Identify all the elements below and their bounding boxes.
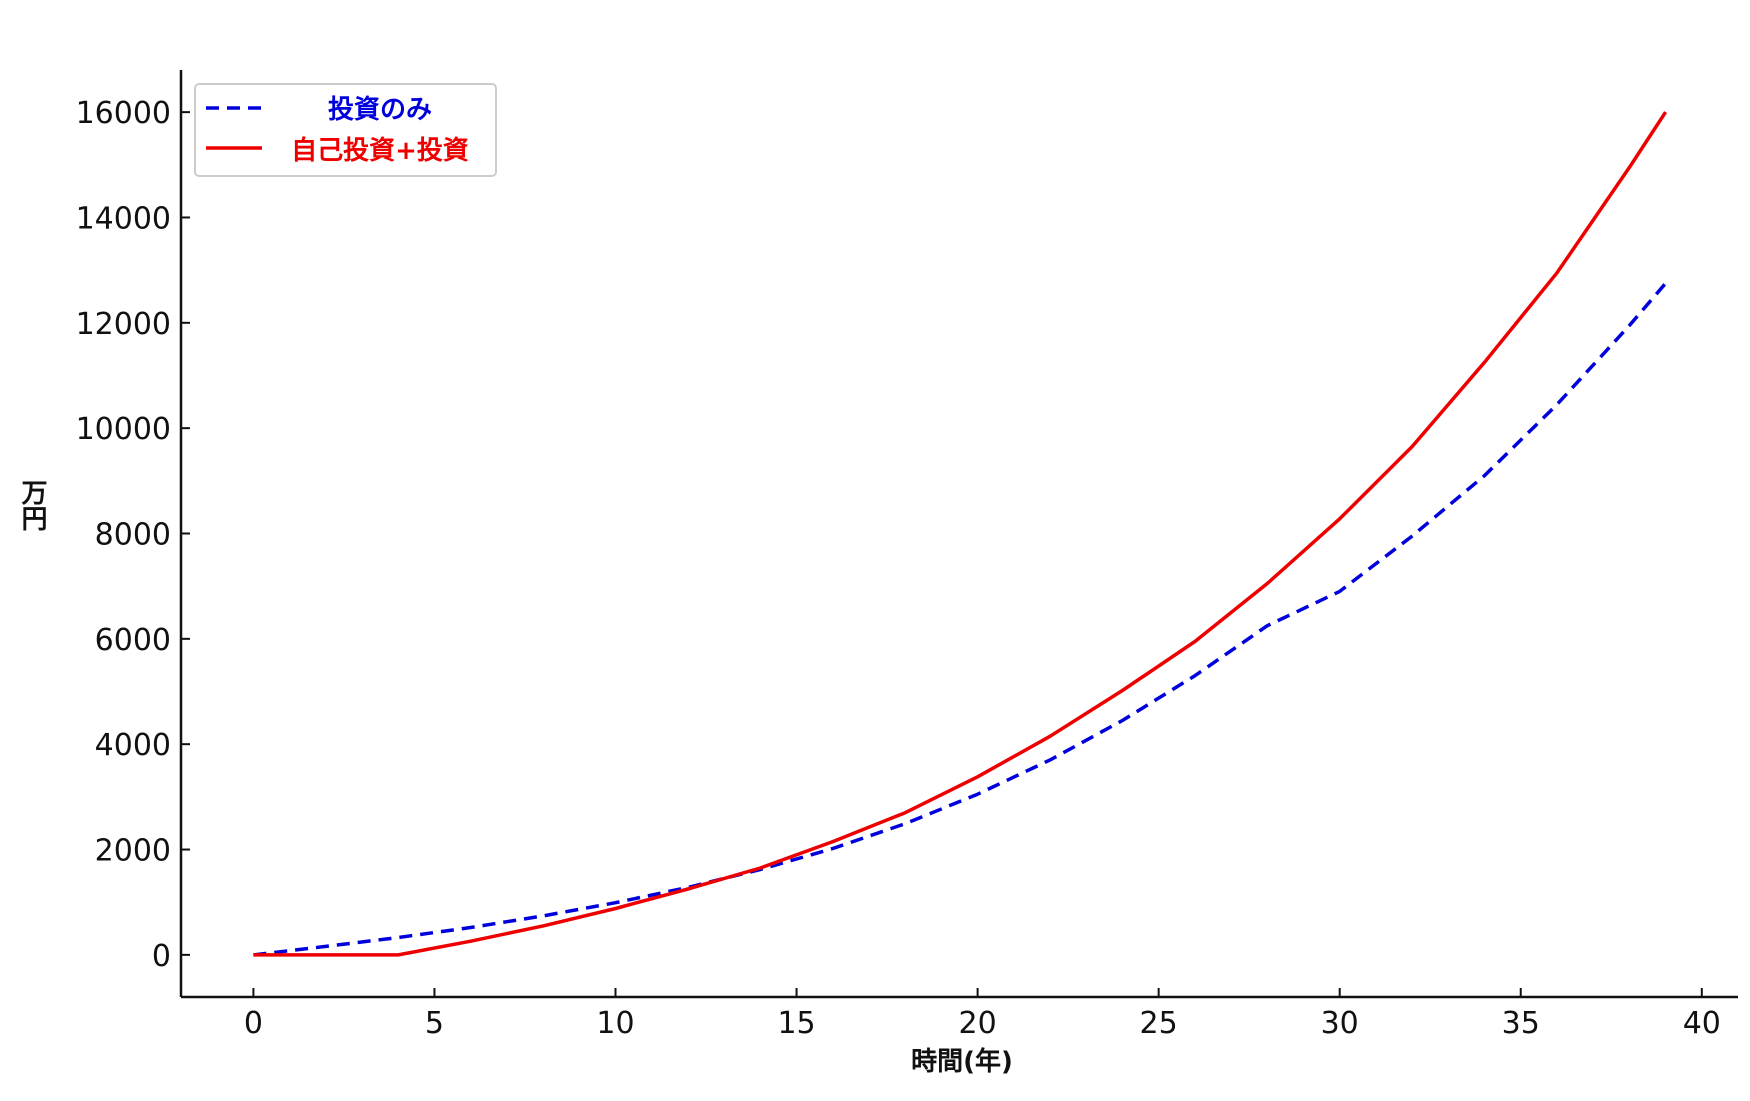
y-tick-label: 12000: [76, 307, 171, 342]
x-tick-label: 15: [777, 1006, 815, 1041]
y-tick-label: 8000: [95, 518, 171, 553]
y-tick-label: 2000: [95, 834, 171, 869]
x-axis-title: 時間(年): [911, 1046, 1013, 1077]
legend-label-investment-only: 投資のみ: [328, 95, 432, 125]
legend: 投資のみ 自己投資+投資: [194, 83, 497, 177]
y-tick-label: 16000: [76, 96, 171, 131]
x-tick-label: 30: [1321, 1006, 1359, 1041]
x-tick-label: 20: [959, 1006, 997, 1041]
x-tick-label: 25: [1140, 1006, 1178, 1041]
y-tick-label: 0: [152, 939, 171, 974]
x-axis-ticks: 0 5 10 15 20 25 30 35 40: [244, 988, 1721, 1041]
x-tick-label: 5: [425, 1006, 444, 1041]
y-axis-title: 万円: [17, 479, 47, 531]
y-tick-label: 4000: [95, 728, 171, 763]
y-axis-ticks: 0 2000 4000 6000 8000 10000 12000 14000 16000: [76, 96, 190, 974]
y-tick-label: 14000: [76, 201, 171, 236]
legend-label-self-investment-plus-investment: 自己投資+投資: [291, 135, 469, 166]
x-tick-label: 0: [244, 1006, 263, 1041]
axes: [179, 70, 1738, 999]
x-tick-label: 40: [1683, 1006, 1721, 1041]
legend-frame: [194, 83, 497, 177]
x-tick-label: 35: [1502, 1006, 1540, 1041]
x-tick-label: 10: [596, 1006, 634, 1041]
series-line-0: [253, 282, 1667, 957]
y-tick-label: 10000: [76, 412, 171, 447]
series-layer: [253, 111, 1668, 957]
series-line-1: [253, 111, 1668, 957]
y-tick-label: 6000: [95, 623, 171, 658]
